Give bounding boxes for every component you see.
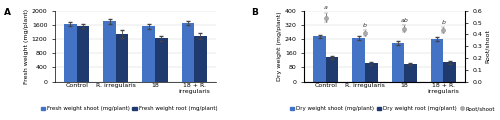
Bar: [64, 24, 76, 82]
Bar: [194, 36, 207, 82]
Bar: [431, 39, 444, 82]
Bar: [155, 38, 168, 82]
Bar: [76, 26, 89, 82]
Text: ab: ab: [400, 18, 408, 23]
Bar: [326, 57, 338, 82]
Bar: [313, 36, 326, 82]
Text: b: b: [442, 20, 446, 25]
Bar: [444, 63, 456, 82]
Text: A: A: [4, 8, 10, 17]
Bar: [392, 43, 404, 82]
Y-axis label: Fresh weight (mg/plant): Fresh weight (mg/plant): [24, 9, 29, 84]
Y-axis label: Dry weight (mg/plant): Dry weight (mg/plant): [277, 11, 282, 81]
Bar: [182, 23, 194, 82]
Text: B: B: [251, 8, 258, 17]
Bar: [103, 21, 116, 82]
Y-axis label: Root/shoot: Root/shoot: [486, 29, 490, 63]
Legend: Dry weight shoot (mg/plant), Dry weight root (mg/plant), Root/shoot: Dry weight shoot (mg/plant), Dry weight …: [288, 104, 498, 114]
Bar: [365, 63, 378, 82]
Bar: [142, 26, 155, 82]
Text: a: a: [324, 5, 328, 10]
Legend: Fresh weight shoot (mg/plant), Fresh weight root (mg/plant): Fresh weight shoot (mg/plant), Fresh wei…: [38, 104, 220, 114]
Bar: [352, 38, 365, 82]
Bar: [404, 64, 417, 82]
Bar: [116, 34, 128, 82]
Text: b: b: [363, 23, 367, 28]
